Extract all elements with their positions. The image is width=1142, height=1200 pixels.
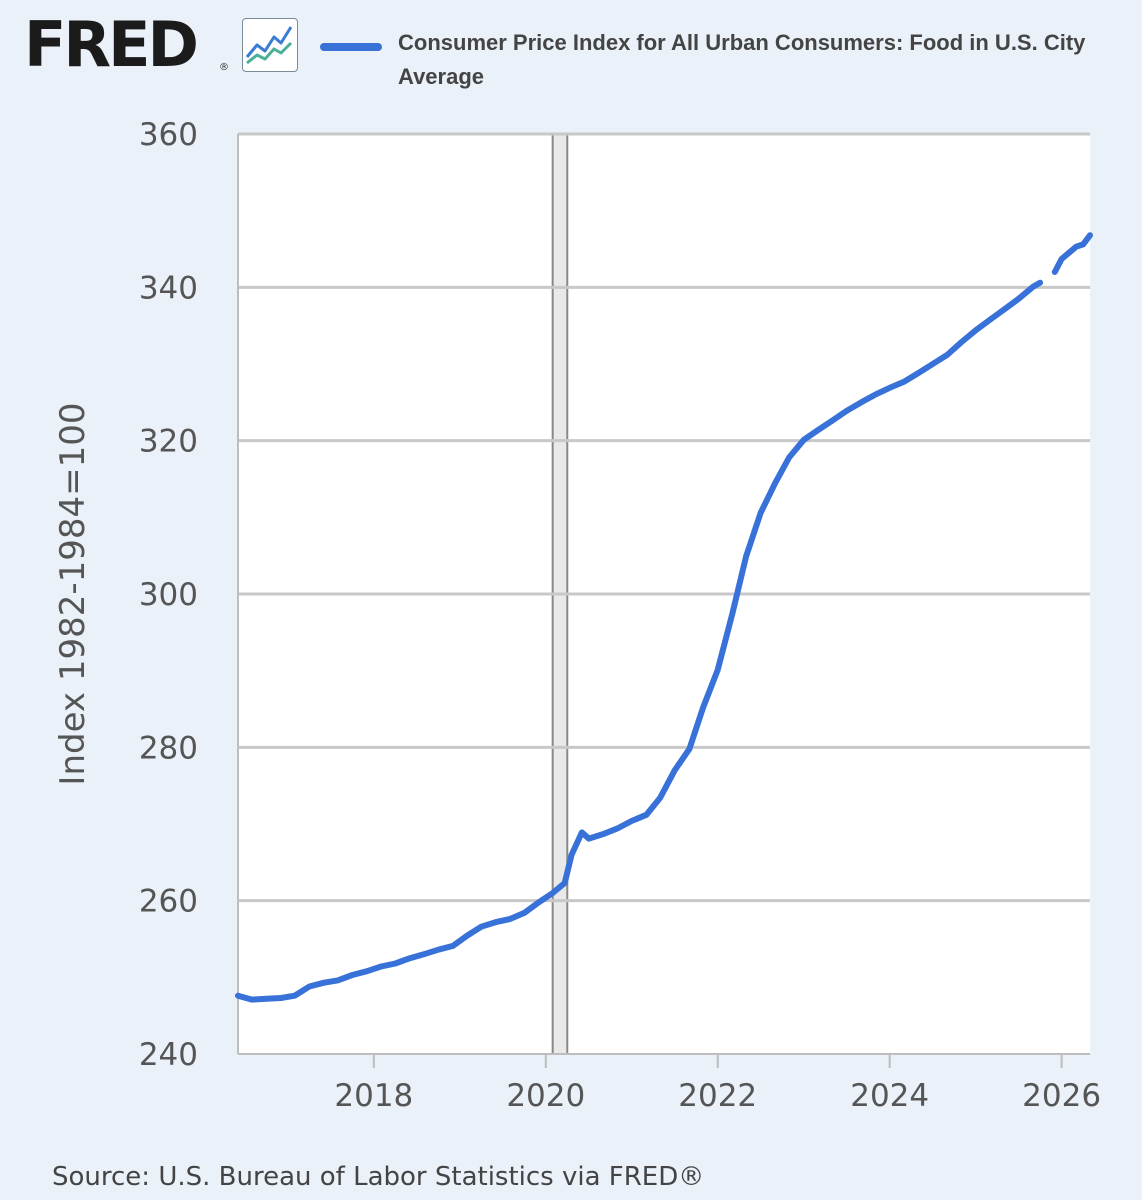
y-tick-label-340: 340 — [139, 270, 198, 306]
grid-lines — [238, 132, 1090, 903]
y-tick-label-240: 240 — [139, 1037, 198, 1073]
x-tick-label-2020: 2020 — [506, 1078, 585, 1114]
fred-logo-registered-mark: ® — [219, 62, 229, 73]
y-tick-label-360: 360 — [139, 117, 198, 153]
x-tick-label-2022: 2022 — [678, 1078, 757, 1114]
source-note: Source: U.S. Bureau of Labor Statistics … — [52, 1162, 705, 1192]
y-tick-labels: 240 260 280 300 320 340 360 — [139, 117, 198, 1073]
line-graph-icon — [242, 18, 298, 72]
series-line-segment-1 — [235, 279, 1044, 1003]
x-tick-label-2018: 2018 — [334, 1078, 413, 1114]
x-tick-labels: 2018 2020 2022 2024 2026 — [334, 1078, 1101, 1114]
axes — [237, 134, 1090, 1068]
x-tick-label-2024: 2024 — [850, 1078, 929, 1114]
y-axis-label: Index 1982-1984=100 — [53, 402, 93, 785]
fred-logo: FRED — [24, 8, 199, 81]
y-tick-label-300: 300 — [139, 577, 198, 613]
y-tick-label-260: 260 — [139, 884, 198, 920]
y-tick-label-280: 280 — [139, 730, 198, 766]
legend-swatch — [320, 43, 382, 51]
series-line-segment-2 — [1051, 232, 1093, 275]
x-tick-label-2026: 2026 — [1022, 1078, 1101, 1114]
y-tick-label-320: 320 — [139, 424, 198, 460]
chart-header: FRED ® Consumer Price Index for All Urba… — [0, 0, 1142, 100]
data-series — [235, 232, 1093, 1003]
legend-series-label: Consumer Price Index for All Urban Consu… — [398, 30, 1086, 89]
